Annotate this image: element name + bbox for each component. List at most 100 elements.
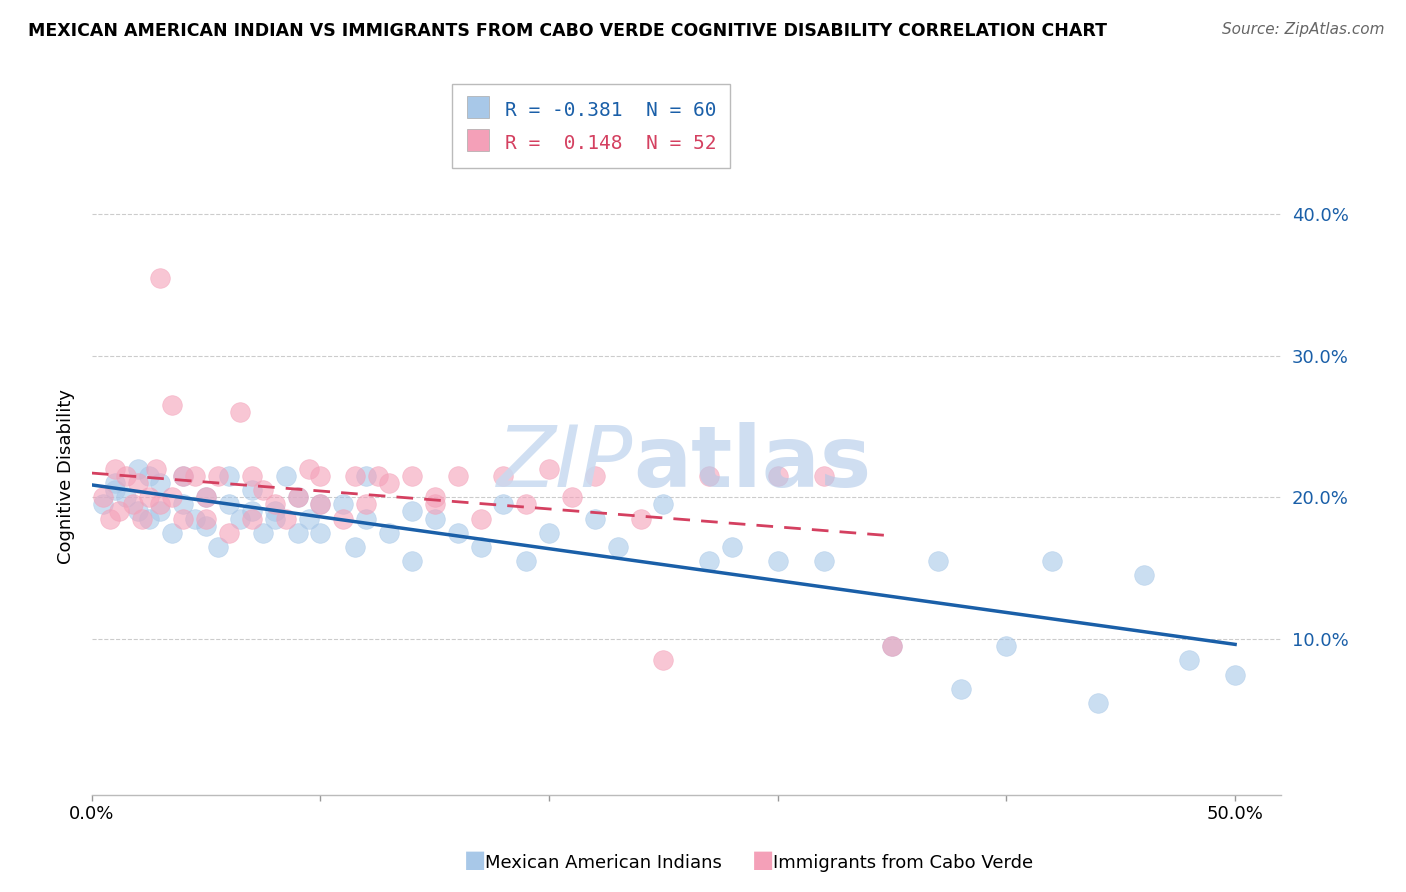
Point xyxy=(401,504,423,518)
Point xyxy=(1178,653,1201,667)
Point xyxy=(298,511,321,525)
Point xyxy=(367,469,389,483)
Point xyxy=(287,491,309,505)
Point xyxy=(515,554,537,568)
Point xyxy=(104,483,127,498)
Point xyxy=(229,511,252,525)
Point xyxy=(423,511,446,525)
Point xyxy=(447,469,470,483)
Point xyxy=(343,469,366,483)
Text: ■: ■ xyxy=(752,848,775,872)
Text: Immigrants from Cabo Verde: Immigrants from Cabo Verde xyxy=(773,855,1033,872)
Point xyxy=(927,554,949,568)
Point xyxy=(172,511,194,525)
Point xyxy=(697,554,720,568)
Point xyxy=(160,525,183,540)
Point xyxy=(309,469,332,483)
Text: ZIP: ZIP xyxy=(496,422,633,505)
Point xyxy=(195,511,218,525)
Point xyxy=(98,511,121,525)
Point xyxy=(195,518,218,533)
Point xyxy=(240,504,263,518)
Point xyxy=(332,511,354,525)
Point xyxy=(104,476,127,491)
Point xyxy=(1087,696,1109,710)
Point xyxy=(115,491,138,505)
Point xyxy=(287,525,309,540)
Point xyxy=(401,469,423,483)
Point xyxy=(652,497,675,511)
Point xyxy=(149,476,172,491)
Point xyxy=(423,491,446,505)
Point xyxy=(184,511,207,525)
Point xyxy=(882,639,904,653)
Point xyxy=(218,469,240,483)
Point xyxy=(195,491,218,505)
Point xyxy=(207,469,229,483)
Point xyxy=(561,491,583,505)
Point xyxy=(172,497,194,511)
Point xyxy=(583,469,606,483)
Point xyxy=(492,497,515,511)
Point xyxy=(263,497,285,511)
Point xyxy=(240,511,263,525)
Point xyxy=(145,462,167,476)
Text: Source: ZipAtlas.com: Source: ZipAtlas.com xyxy=(1222,22,1385,37)
Point xyxy=(252,483,274,498)
Point xyxy=(1223,667,1246,681)
Point xyxy=(583,511,606,525)
Y-axis label: Cognitive Disability: Cognitive Disability xyxy=(58,389,75,564)
Point xyxy=(378,476,401,491)
Point xyxy=(492,469,515,483)
Point xyxy=(401,554,423,568)
Point xyxy=(354,497,377,511)
Point xyxy=(149,504,172,518)
Point xyxy=(332,497,354,511)
Legend: R = -0.381  N = 60, R =  0.148  N = 52: R = -0.381 N = 60, R = 0.148 N = 52 xyxy=(453,84,730,169)
Point xyxy=(138,491,160,505)
Point xyxy=(184,469,207,483)
Point xyxy=(122,497,145,511)
Point xyxy=(298,462,321,476)
Point xyxy=(240,469,263,483)
Point xyxy=(309,497,332,511)
Point xyxy=(172,469,194,483)
Point xyxy=(131,511,153,525)
Point xyxy=(766,554,789,568)
Point xyxy=(515,497,537,511)
Point xyxy=(207,540,229,554)
Point xyxy=(652,653,675,667)
Point xyxy=(423,497,446,511)
Point xyxy=(697,469,720,483)
Point xyxy=(378,525,401,540)
Point xyxy=(108,504,131,518)
Point xyxy=(263,504,285,518)
Text: atlas: atlas xyxy=(633,422,872,505)
Text: MEXICAN AMERICAN INDIAN VS IMMIGRANTS FROM CABO VERDE COGNITIVE DISABILITY CORRE: MEXICAN AMERICAN INDIAN VS IMMIGRANTS FR… xyxy=(28,22,1107,40)
Point xyxy=(104,462,127,476)
Point xyxy=(127,476,149,491)
Point xyxy=(721,540,744,554)
Point xyxy=(252,525,274,540)
Point xyxy=(1132,568,1154,582)
Point xyxy=(91,491,114,505)
Point xyxy=(309,497,332,511)
Point xyxy=(630,511,652,525)
Point xyxy=(127,462,149,476)
Point xyxy=(813,469,835,483)
Point xyxy=(160,491,183,505)
Point xyxy=(218,497,240,511)
Point xyxy=(240,483,263,498)
Point xyxy=(949,681,972,696)
Point xyxy=(470,511,492,525)
Point xyxy=(995,639,1018,653)
Point xyxy=(538,462,561,476)
Point xyxy=(138,469,160,483)
Point xyxy=(160,398,183,412)
Point xyxy=(138,511,160,525)
Point xyxy=(91,497,114,511)
Point xyxy=(538,525,561,540)
Point xyxy=(447,525,470,540)
Point xyxy=(766,469,789,483)
Point xyxy=(149,497,172,511)
